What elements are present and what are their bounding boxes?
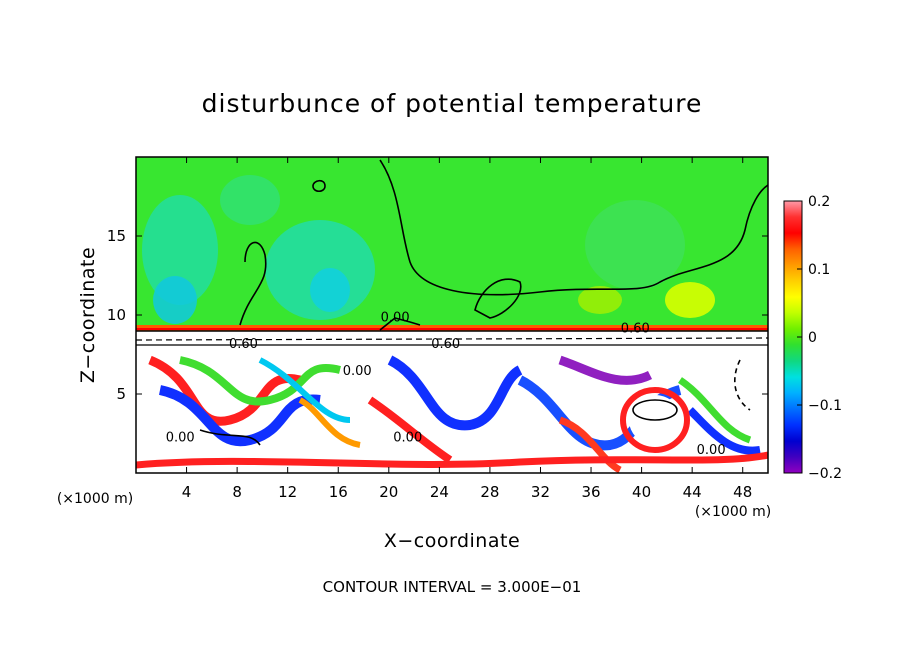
contour-interval-label: CONTOUR INTERVAL = 3.000E−01 [323,578,582,596]
orange-swirl [298,397,361,448]
x-tick-label: 32 [531,483,550,501]
contour-labels: 0.00 0.00 0.00 0.00 0.00 0.60 0.60 0.60 [166,310,726,458]
contour-label: 0.60 [431,337,460,352]
contour-tropopause [136,337,768,341]
contour-zero [379,317,421,331]
cyan-swirl [258,357,351,423]
warm-swirl [148,355,302,426]
x-tick-label: 4 [182,483,192,501]
contour-label: 0.00 [381,310,410,325]
contour-zero [312,179,326,193]
x-tick-label: 48 [733,483,752,501]
yellow-patch [665,282,715,318]
contour-zero [239,241,267,326]
warm-swirl [558,416,622,473]
chart-title: disturbunce of potential temperature [202,89,703,118]
colorbar-tick-label: 0 [808,330,817,346]
warm-bubble-ring [620,387,690,453]
cyan-patch [585,200,685,290]
y-tick-label: 15 [107,227,126,245]
y-tick-label: 5 [116,385,126,403]
x-axis-title: X−coordinate [384,530,520,552]
lower-background [136,331,768,473]
x-unit-label: (×1000 m) [695,504,771,520]
cyan-patch [142,195,218,305]
y-tick-label: 10 [107,306,126,324]
violet-swirl [558,355,653,385]
x-tick-label: 44 [683,483,702,501]
heatmap-field: 0.00 0.00 0.00 0.00 0.00 0.60 0.60 0.60 [136,157,768,473]
contour-label: 0.00 [343,364,372,379]
y-axis-title: Z−coordinate [77,247,99,383]
x-tick-label: 40 [632,483,651,501]
contour-label: 0.60 [229,337,258,352]
contour-label: 0.60 [621,321,650,336]
colorbar-tick-label: 0.1 [808,262,830,278]
colorbar: 0.2 0.1 0 −0.1 −0.2 [783,194,842,482]
cyan-patch [153,276,197,324]
x-axis-ticks: 4 8 12 16 20 24 28 32 36 40 44 48 [182,157,752,501]
cold-swirl [158,385,321,447]
colorbar-tick-label: −0.1 [808,398,842,414]
contour-zero [632,399,678,421]
x-tick-label: 36 [581,483,600,501]
cyan-patch [310,268,350,312]
x-tick-label: 16 [329,483,348,501]
warm-swirl [367,396,453,464]
contour-zero [199,429,261,446]
cyan-patch [220,175,280,225]
y-unit-label: (×1000 m) [57,491,133,507]
plot-area: 0.000.000.00 0.000.000.60 0.600.60 4 8 12 16 2… [107,156,769,501]
contour-label: 0.00 [697,443,726,458]
warm-band [136,451,768,469]
x-tick-label: 20 [379,483,398,501]
x-tick-label: 24 [430,483,449,501]
contour-label: 0.00 [393,430,422,445]
cold-swirl [387,355,523,431]
green-swirl [179,356,341,406]
contour-zero [379,159,768,296]
x-tick-label: 8 [232,483,242,501]
green-swirl [678,377,752,444]
colorbar-tick-label: 0.2 [808,194,830,210]
x-tick-label: 12 [278,483,297,501]
upper-field-patches [142,175,715,324]
tropopause-band [136,328,768,330]
yellow-patch [578,286,622,314]
cold-swirl [687,407,761,455]
colorbar-tick-label: −0.2 [808,466,842,482]
contour-zero [474,278,522,319]
y-axis-ticks: 5 10 15 [107,227,768,403]
colorbar-ticks: 0.2 0.1 0 −0.1 −0.2 [797,194,842,482]
contour-zero [734,359,751,411]
contour-label: 0.00 [166,430,195,445]
x-tick-label: 28 [480,483,499,501]
lower-field-patches [136,355,768,473]
contour-lines [136,159,768,446]
